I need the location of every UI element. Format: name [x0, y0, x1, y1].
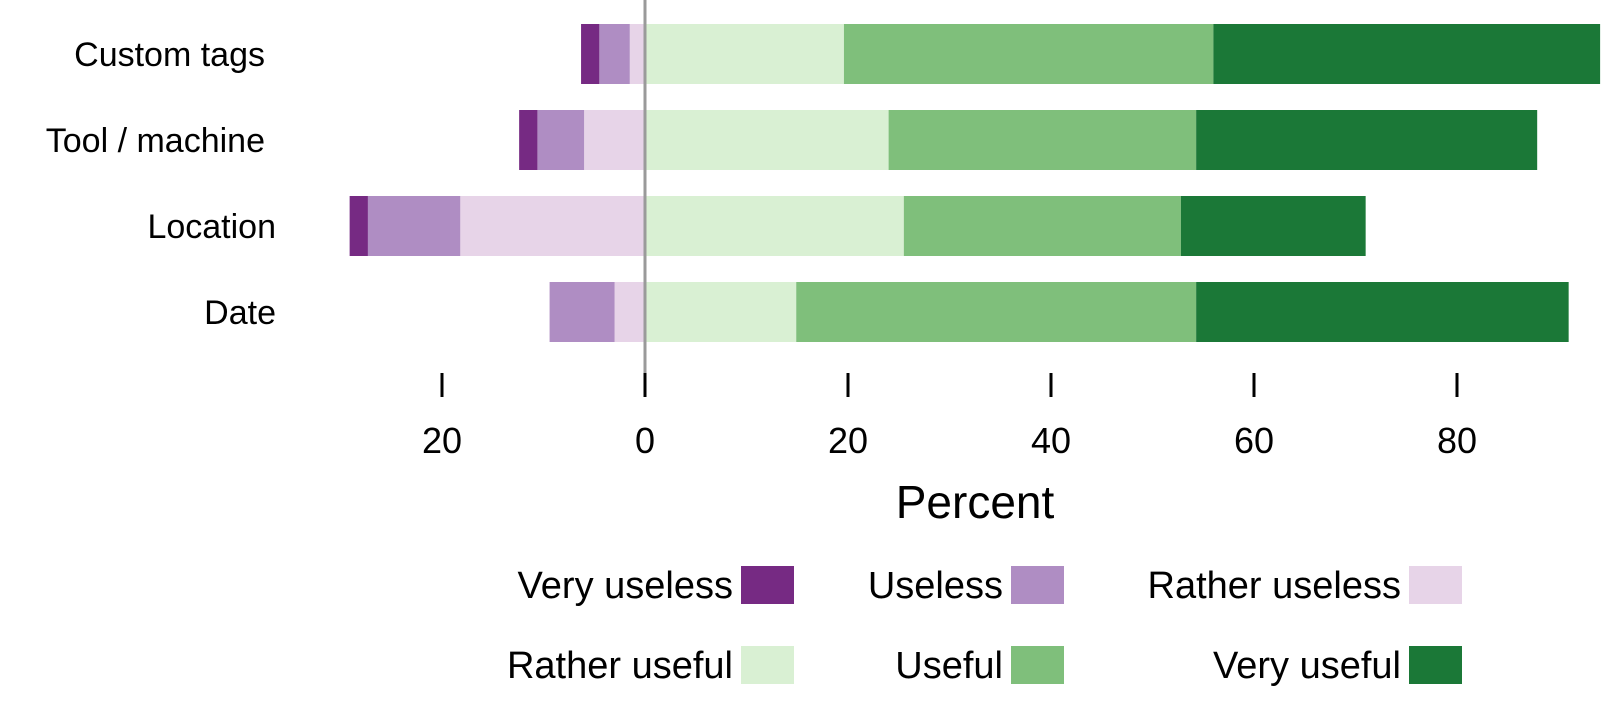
bar-very-useful-location [1180, 196, 1366, 256]
bar-rather-useful-location [645, 196, 904, 256]
x-tick-label: 20 [422, 420, 462, 461]
x-tick-label: 40 [1031, 420, 1071, 461]
x-axis-title: Percent [896, 476, 1055, 528]
bar-very-useful-date [1196, 282, 1569, 342]
legend-swatch-very-useless [741, 566, 794, 604]
legend-label-useful: Useful [895, 645, 1003, 687]
x-tick-label: 60 [1234, 420, 1274, 461]
bar-useful-tool-machine [888, 110, 1197, 170]
bar-very-useless-location [349, 196, 368, 256]
bar-rather-useless-location [460, 196, 645, 256]
bar-rather-useful-custom-tags [645, 24, 844, 84]
legend-swatch-rather-useful [741, 646, 794, 684]
bar-rather-useless-custom-tags [629, 24, 645, 84]
x-tick-label: 80 [1437, 420, 1477, 461]
bar-useless-location [367, 196, 461, 256]
bar-useful-location [903, 196, 1181, 256]
bar-rather-useless-tool-machine [584, 110, 645, 170]
legend-label-very-useful: Very useful [1213, 645, 1401, 687]
bar-very-useful-tool-machine [1196, 110, 1538, 170]
x-tick-label: 0 [635, 420, 655, 461]
bar-very-useful-custom-tags [1213, 24, 1601, 84]
legend-label-rather-useful: Rather useful [507, 645, 733, 687]
legend: Very useless Useless Rather useless Rather … [507, 565, 1462, 687]
bar-rather-useful-date [645, 282, 797, 342]
bars-layer [349, 24, 1601, 342]
bar-useful-custom-tags [843, 24, 1214, 84]
legend-swatch-very-useful [1409, 646, 1462, 684]
bar-useful-date [796, 282, 1197, 342]
legend-swatch-useless [1011, 566, 1064, 604]
bar-very-useless-custom-tags [581, 24, 600, 84]
legend-label-rather-useless: Rather useless [1148, 565, 1401, 607]
category-labels: Custom tags Tool / machine Location Date [46, 36, 276, 332]
x-tick-label: 20 [828, 420, 868, 461]
bar-rather-useful-tool-machine [645, 110, 889, 170]
legend-label-useless: Useless [868, 565, 1003, 607]
category-label: Tool / machine [46, 122, 265, 160]
category-label: Custom tags [74, 36, 265, 74]
legend-swatch-rather-useless [1409, 566, 1462, 604]
bar-useless-date [549, 282, 615, 342]
bar-very-useless-tool-machine [519, 110, 538, 170]
legend-label-very-useless: Very useless [518, 565, 733, 607]
category-label: Location [147, 208, 276, 246]
legend-swatch-useful [1011, 646, 1064, 684]
bar-useless-custom-tags [599, 24, 630, 84]
category-label: Date [204, 294, 276, 332]
bar-useless-tool-machine [537, 110, 585, 170]
x-axis: 20 0 20 40 60 80 [422, 373, 1477, 461]
bar-rather-useless-date [614, 282, 645, 342]
